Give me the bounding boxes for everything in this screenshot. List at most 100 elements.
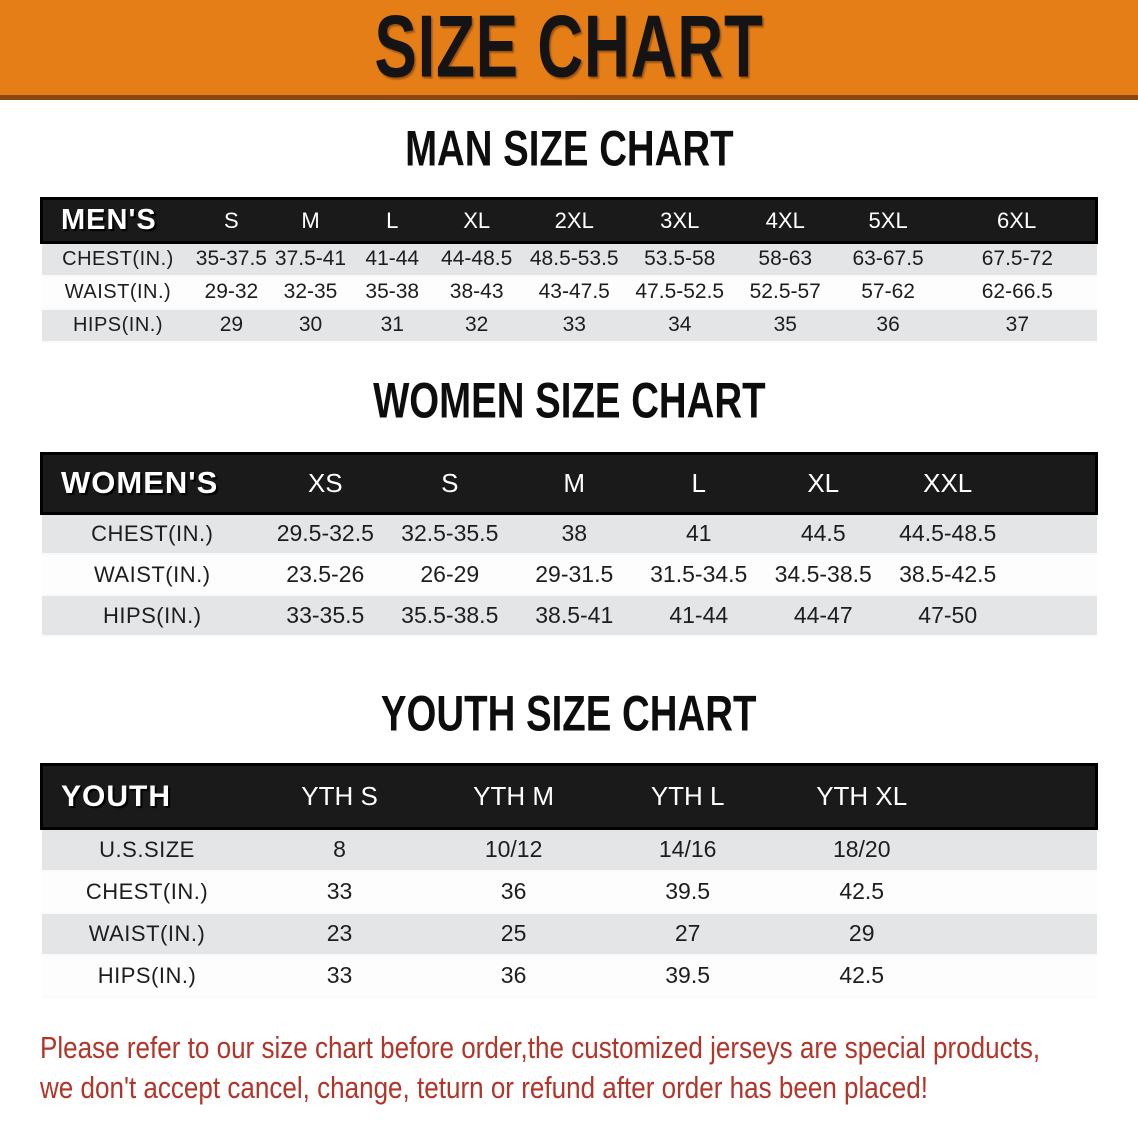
size-value: 32.5-35.5 xyxy=(387,513,513,555)
size-value: 44-47 xyxy=(760,595,886,637)
size-value: 32 xyxy=(431,308,522,343)
size-value: 57-62 xyxy=(838,275,939,310)
size-value: 42.5 xyxy=(774,954,949,998)
size-value: 41-44 xyxy=(636,595,761,637)
row-spacer xyxy=(948,954,1097,998)
column-header: XXL xyxy=(885,451,1010,515)
size-value: 27 xyxy=(600,912,775,956)
size-value: 29 xyxy=(774,912,949,956)
banner: SIZE CHART xyxy=(0,0,1138,100)
size-value: 29.5-32.5 xyxy=(263,513,388,555)
size-value: 38-43 xyxy=(431,275,522,310)
column-header: S xyxy=(387,451,513,515)
size-value: 33-35.5 xyxy=(263,595,388,637)
size-value: 44.5 xyxy=(760,513,886,555)
size-value: 31 xyxy=(352,308,432,343)
column-header: L xyxy=(352,197,432,244)
table-row: WAIST(IN.) 23 25 27 29 xyxy=(41,912,1097,956)
size-value: 31.5-34.5 xyxy=(636,554,761,596)
page-title: SIZE CHART xyxy=(374,0,764,96)
size-value: 25 xyxy=(426,912,601,956)
size-value: 35-37.5 xyxy=(194,242,269,277)
column-header: 5XL xyxy=(838,197,939,244)
row-label: CHEST(IN.) xyxy=(41,870,253,914)
size-value: 26-29 xyxy=(387,554,513,596)
size-value: 62-66.5 xyxy=(938,275,1097,310)
size-value: 53.5-58 xyxy=(627,242,733,277)
man-size-chart-table: MEN'S S M L XL 2XL 3XL 4XL 5XL 6XL CHEST(IN.) 35-37… xyxy=(40,197,1099,343)
column-header: S xyxy=(194,197,269,244)
column-header: YTH S xyxy=(252,763,427,830)
column-header: 4XL xyxy=(732,197,838,244)
size-value: 29-31.5 xyxy=(512,554,637,596)
header-spacer xyxy=(948,763,1098,830)
size-value: 33 xyxy=(521,308,627,343)
size-value: 48.5-53.5 xyxy=(521,242,627,277)
table-row: CHEST(IN.) 35-37.5 37.5-41 41-44 44-48.5 48.5… xyxy=(41,242,1097,277)
size-value: 33 xyxy=(252,954,427,998)
size-value: 38 xyxy=(512,513,637,555)
column-header: YTH M xyxy=(426,763,601,830)
header-row: YOUTH YTH S YTH M YTH L YTH XL xyxy=(40,763,1098,830)
column-header: XS xyxy=(263,451,388,515)
section-heading: MAN SIZE CHART xyxy=(0,125,1138,175)
row-label: WAIST(IN.) xyxy=(41,912,253,956)
size-value: 8 xyxy=(252,828,427,872)
section-heading: WOMEN SIZE CHART xyxy=(0,373,1138,429)
group-label: WOMEN'S xyxy=(40,451,264,515)
row-label: WAIST(IN.) xyxy=(41,554,264,596)
size-value: 23.5-26 xyxy=(263,554,388,596)
section-heading-text: YOUTH SIZE CHART xyxy=(381,686,757,743)
size-value: 41 xyxy=(636,513,761,555)
size-value: 63-67.5 xyxy=(838,242,939,277)
column-header: XL xyxy=(760,451,886,515)
size-value: 10/12 xyxy=(426,828,601,872)
size-chart-page: SIZE CHART MAN SIZE CHART MEN'S S M L XL 2XL 3X… xyxy=(0,0,1138,1108)
size-value: 47-50 xyxy=(885,595,1010,637)
size-value: 41-44 xyxy=(352,242,432,277)
header-spacer xyxy=(1009,451,1098,515)
section-heading-text: WOMEN SIZE CHART xyxy=(372,373,766,429)
header-row: WOMEN'S XS S M L XL XXL xyxy=(40,451,1098,515)
size-value: 29 xyxy=(194,308,269,343)
size-value: 52.5-57 xyxy=(732,275,838,310)
column-header: 2XL xyxy=(521,197,627,244)
row-label: HIPS(IN.) xyxy=(41,595,264,637)
column-header: 3XL xyxy=(627,197,733,244)
size-value: 36 xyxy=(838,308,939,343)
size-value: 29-32 xyxy=(194,275,269,310)
section-heading: YOUTH SIZE CHART xyxy=(0,686,1138,743)
size-value: 23 xyxy=(252,912,427,956)
column-header: L xyxy=(636,451,761,515)
row-spacer xyxy=(1009,513,1097,555)
table-row: HIPS(IN.) 29 30 31 32 33 34 35 36 37 xyxy=(41,308,1097,343)
disclaimer-line-2: we don't accept cancel, change, teturn o… xyxy=(40,1069,929,1105)
size-chart-sections: MAN SIZE CHART MEN'S S M L XL 2XL 3XL 4XL 5XL 6XL C… xyxy=(0,125,1138,998)
column-header: M xyxy=(512,451,637,515)
column-header: YTH XL xyxy=(774,763,949,830)
column-header: YTH L xyxy=(600,763,775,830)
row-spacer xyxy=(948,870,1097,914)
size-value: 34 xyxy=(627,308,733,343)
group-label: YOUTH xyxy=(40,763,253,830)
row-label: U.S.SIZE xyxy=(41,828,253,872)
size-value: 47.5-52.5 xyxy=(627,275,733,310)
row-spacer xyxy=(1009,595,1097,637)
row-spacer xyxy=(1009,554,1097,596)
row-label: CHEST(IN.) xyxy=(41,242,195,277)
column-header: M xyxy=(268,197,353,244)
youth-size-chart-table: YOUTH YTH S YTH M YTH L YTH XL U.S.SIZE 8 10/12… xyxy=(40,763,1098,998)
size-value: 36 xyxy=(426,870,601,914)
row-label: CHEST(IN.) xyxy=(41,513,264,555)
size-value: 43-47.5 xyxy=(521,275,627,310)
column-header: XL xyxy=(431,197,522,244)
size-value: 44.5-48.5 xyxy=(885,513,1010,555)
size-value: 42.5 xyxy=(774,870,949,914)
column-header: 6XL xyxy=(938,197,1099,244)
group-label: MEN'S xyxy=(40,197,195,244)
table-row: CHEST(IN.) 33 36 39.5 42.5 xyxy=(41,870,1097,914)
table-row: WAIST(IN.) 23.5-26 26-29 29-31.5 31.5-34.5 34… xyxy=(41,554,1097,596)
disclaimer: Please refer to our size chart before or… xyxy=(40,1028,1138,1108)
row-label: HIPS(IN.) xyxy=(41,308,195,343)
table-row: WAIST(IN.) 29-32 32-35 35-38 38-43 43-47.5 47.… xyxy=(41,275,1097,310)
